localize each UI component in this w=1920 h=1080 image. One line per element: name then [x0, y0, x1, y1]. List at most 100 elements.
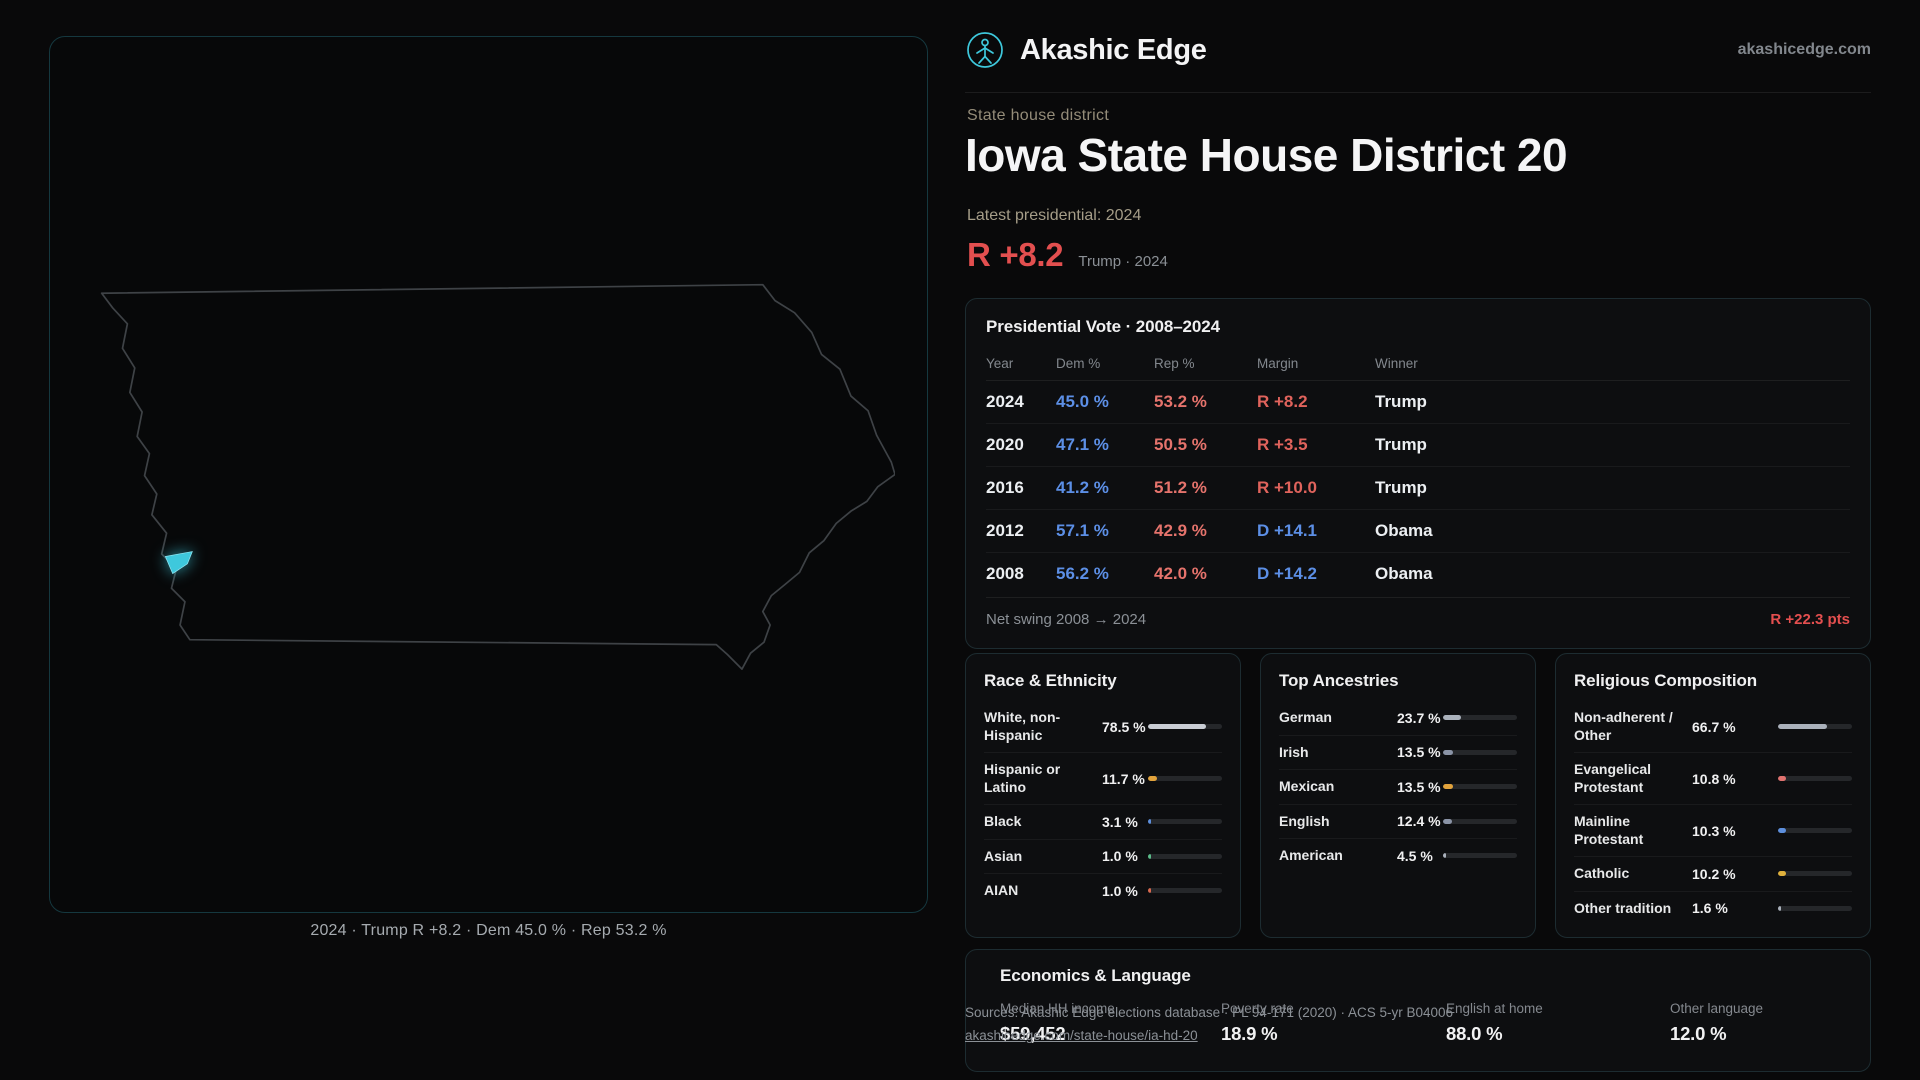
list-item: Evangelical Protestant 10.8 %: [1574, 752, 1852, 804]
permalink-link[interactable]: akashicedge.com/state-house/ia-hd-20: [965, 1028, 1198, 1043]
race-ethnicity-card: Race & Ethnicity White, non-Hispanic 78.…: [965, 653, 1241, 938]
list-item: Irish 13.5 %: [1279, 734, 1517, 770]
demo-label: Mainline Protestant: [1574, 813, 1644, 847]
margin-note: Trump · 2024: [1078, 253, 1168, 270]
demo-bar-track: [1443, 784, 1517, 790]
cell-margin: R +10.0: [1257, 478, 1318, 497]
demo-bar-fill: [1148, 776, 1157, 781]
demo-bar-track: [1148, 888, 1222, 894]
demo-bar-fill: [1148, 888, 1151, 894]
demographics-row: Race & Ethnicity White, non-Hispanic 78.…: [965, 653, 1871, 938]
stat-poverty-rate: Poverty rate 18.9 %: [1221, 1001, 1446, 1045]
demo-bar-track: [1443, 749, 1517, 755]
iowa-outline: [100, 283, 895, 670]
cell-margin: R +8.2: [1257, 392, 1308, 411]
cell-dem-pct: 41.2 %: [1056, 478, 1109, 497]
demo-value: 78.5 %: [1102, 718, 1146, 735]
ancestries-card: Top Ancestries German 23.7 % Irish 13.5 …: [1260, 653, 1536, 938]
list-item: Mainline Protestant 10.3 %: [1574, 804, 1852, 856]
content-column: Akashic Edge akashicedge.com State house…: [965, 0, 1871, 1080]
demo-value: 12.4 %: [1397, 813, 1441, 830]
sources-footer: Sources: Akashic Edge elections database…: [965, 1005, 1453, 1045]
table-row: 2012 57.1 % 42.9 % D +14.1 Obama: [986, 509, 1850, 552]
cell-margin: D +14.2: [1257, 564, 1318, 583]
demo-bar-track: [1148, 819, 1222, 825]
demo-label: Mexican: [1279, 778, 1335, 794]
list-item: American 4.5 %: [1279, 838, 1517, 873]
net-swing-value: R +22.3 pts: [1770, 611, 1850, 628]
demo-value: 4.5 %: [1397, 847, 1433, 864]
table-row: 2008 56.2 % 42.0 % D +14.2 Obama: [986, 552, 1850, 595]
list-item: Non-adherent / Other 66.7 %: [1574, 701, 1852, 752]
demo-value: 10.8 %: [1692, 770, 1736, 787]
brand-domain-link[interactable]: akashicedge.com: [1737, 41, 1871, 58]
demo-value: 1.0 %: [1102, 882, 1138, 899]
demo-label: Hispanic or Latino: [984, 761, 1061, 795]
demo-bar-track: [1148, 853, 1222, 859]
demo-bar-fill: [1443, 715, 1461, 721]
col-winner: Winner: [1375, 356, 1418, 371]
cell-year: 2012: [986, 521, 1024, 540]
race-card-title: Race & Ethnicity: [984, 671, 1117, 690]
stat-value: $59,452: [1000, 1023, 1066, 1044]
demo-label: White, non-Hispanic: [984, 709, 1061, 743]
demo-bar-fill: [1148, 853, 1151, 859]
demo-bar-fill: [1778, 871, 1786, 877]
stat-english-at-home: English at home 88.0 %: [1446, 1001, 1670, 1045]
net-swing-label: Net swing 2008 → 2024: [986, 611, 1147, 628]
cell-dem-pct: 56.2 %: [1056, 564, 1109, 583]
stat-value: 12.0 %: [1670, 1023, 1727, 1044]
page-title: Iowa State House District 20: [965, 129, 1568, 181]
stat-label: Poverty rate: [1221, 1001, 1294, 1016]
demo-value: 1.6 %: [1692, 900, 1728, 917]
cell-year: 2020: [986, 435, 1024, 454]
demo-bar-track: [1778, 871, 1852, 877]
stat-label: Other language: [1670, 1001, 1764, 1016]
demo-label: Irish: [1279, 743, 1309, 760]
stat-value: 88.0 %: [1446, 1023, 1503, 1044]
col-year: Year: [986, 356, 1014, 371]
demo-bar-track: [1443, 818, 1517, 824]
headline-margin: R +8.2 Trump · 2024: [967, 236, 1168, 274]
cell-winner: Trump: [1375, 478, 1427, 497]
cell-winner: Trump: [1375, 392, 1427, 411]
demo-label: American: [1279, 847, 1343, 863]
table-header-row: Year Dem % Rep % Margin Winner: [986, 349, 1850, 381]
demo-value: 10.3 %: [1692, 822, 1736, 839]
demo-value: 11.7 %: [1102, 770, 1145, 787]
demo-bar-fill: [1778, 776, 1786, 781]
cell-rep-pct: 50.5 %: [1154, 435, 1207, 454]
demo-bar-fill: [1443, 784, 1453, 790]
cell-year: 2016: [986, 478, 1024, 497]
cell-year: 2008: [986, 564, 1024, 583]
list-item: AIAN 1.0 %: [984, 873, 1222, 908]
list-item: Black 3.1 %: [984, 804, 1222, 839]
cell-rep-pct: 42.9 %: [1154, 521, 1207, 540]
demo-bar-fill: [1443, 749, 1453, 755]
demo-bar-track: [1778, 828, 1852, 833]
ancestries-card-title: Top Ancestries: [1279, 671, 1399, 690]
list-item: Hispanic or Latino 11.7 %: [984, 752, 1222, 804]
col-dem: Dem %: [1056, 356, 1101, 371]
demo-bar-fill: [1778, 905, 1781, 911]
stat-label: English at home: [1446, 1001, 1543, 1016]
demo-value: 13.5 %: [1397, 778, 1441, 795]
cell-margin: R +3.5: [1257, 435, 1308, 454]
brand-logo-icon[interactable]: [965, 30, 1005, 70]
demo-label: Non-adherent / Other: [1574, 709, 1673, 743]
cell-rep-pct: 42.0 %: [1154, 564, 1207, 583]
table-row: 2020 47.1 % 50.5 % R +3.5 Trump: [986, 423, 1850, 466]
iowa-map: [100, 283, 895, 670]
demo-label: Black: [984, 813, 1022, 829]
demo-label: Catholic: [1574, 865, 1630, 881]
list-item: Asian 1.0 %: [984, 838, 1222, 874]
demo-bar-track: [1148, 776, 1222, 781]
demo-value: 23.7 %: [1397, 709, 1441, 726]
demo-bar-fill: [1778, 828, 1786, 833]
list-item: Other tradition 1.6 %: [1574, 890, 1852, 926]
demo-value: 13.5 %: [1397, 744, 1441, 761]
demo-label: Asian: [984, 847, 1023, 864]
presidential-card-title: Presidential Vote · 2008–2024: [986, 317, 1220, 336]
list-item: White, non-Hispanic 78.5 %: [984, 701, 1222, 752]
religion-card-title: Religious Composition: [1574, 671, 1758, 690]
